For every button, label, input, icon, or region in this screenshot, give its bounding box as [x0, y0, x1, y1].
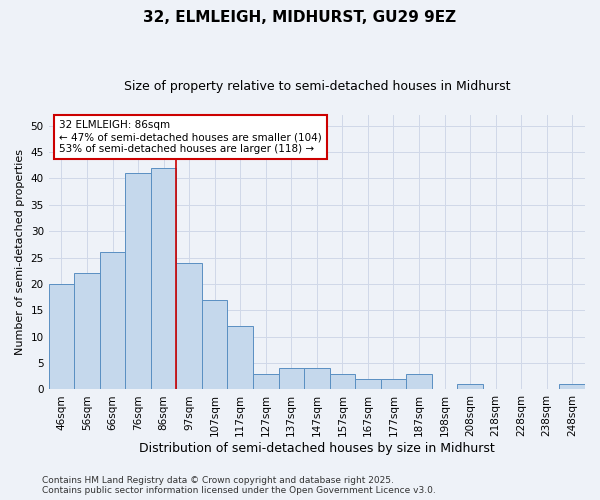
Bar	[151, 168, 176, 390]
Bar	[355, 379, 380, 390]
Bar	[100, 252, 125, 390]
Bar	[278, 368, 304, 390]
Bar	[304, 368, 329, 390]
Bar	[202, 300, 227, 390]
Bar	[329, 374, 355, 390]
Y-axis label: Number of semi-detached properties: Number of semi-detached properties	[15, 149, 25, 355]
Bar	[74, 274, 100, 390]
Text: 32 ELMLEIGH: 86sqm
← 47% of semi-detached houses are smaller (104)
53% of semi-d: 32 ELMLEIGH: 86sqm ← 47% of semi-detache…	[59, 120, 322, 154]
Bar	[125, 173, 151, 390]
Text: Contains HM Land Registry data © Crown copyright and database right 2025.
Contai: Contains HM Land Registry data © Crown c…	[42, 476, 436, 495]
Bar	[406, 374, 432, 390]
Bar	[176, 263, 202, 390]
Bar	[49, 284, 74, 390]
Bar	[457, 384, 483, 390]
Bar	[227, 326, 253, 390]
Bar	[559, 384, 585, 390]
Title: Size of property relative to semi-detached houses in Midhurst: Size of property relative to semi-detach…	[124, 80, 510, 93]
X-axis label: Distribution of semi-detached houses by size in Midhurst: Distribution of semi-detached houses by …	[139, 442, 495, 455]
Bar	[380, 379, 406, 390]
Text: 32, ELMLEIGH, MIDHURST, GU29 9EZ: 32, ELMLEIGH, MIDHURST, GU29 9EZ	[143, 10, 457, 25]
Bar	[253, 374, 278, 390]
